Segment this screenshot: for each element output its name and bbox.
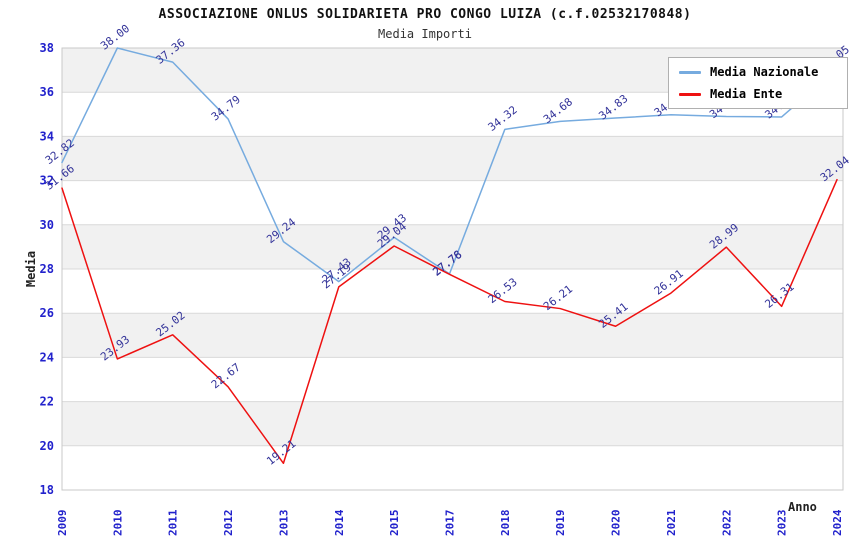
shaded-band (62, 136, 843, 181)
x-tick-label: 2019 (554, 510, 567, 537)
y-tick-label: 24 (40, 350, 54, 364)
y-tick-label: 36 (40, 85, 54, 99)
y-tick-label: 22 (40, 395, 54, 409)
data-label: 26.31 (762, 280, 796, 311)
media-nazionale-line-swatch (679, 70, 701, 74)
x-axis-title: Anno (788, 500, 817, 514)
y-tick-label: 20 (40, 439, 54, 453)
chart-title: ASSOCIAZIONE ONLUS SOLIDARIETA PRO CONGO… (158, 7, 692, 22)
x-tick-label: 2015 (388, 510, 401, 537)
data-label: 34.32 (486, 103, 520, 134)
x-tick-label: 2011 (167, 509, 180, 536)
data-label: 26.53 (486, 275, 520, 306)
series-line-media-ente (61, 178, 838, 465)
x-tick-label: 2012 (222, 510, 235, 537)
y-tick-label: 30 (40, 218, 54, 232)
legend: Media Nazionale Media Ente (668, 57, 848, 109)
chart-subtitle: Media Importi (378, 27, 472, 41)
y-tick-label: 38 (40, 41, 54, 55)
media-ente-line-swatch (679, 92, 701, 96)
y-tick-label: 28 (40, 262, 54, 276)
x-tick-label: 2013 (277, 510, 290, 537)
shaded-band (62, 401, 843, 446)
plot-border (61, 47, 844, 491)
y-tick-label: 26 (40, 306, 54, 320)
shaded-band (62, 313, 843, 358)
shaded-band (62, 224, 843, 269)
data-label: 34.79 (209, 93, 243, 124)
data-label: 26.91 (652, 267, 686, 298)
x-tick-label: 2023 (776, 510, 789, 537)
x-tick-label: 2021 (665, 509, 678, 536)
x-tick-label: 2020 (610, 510, 623, 537)
legend-item-media-ente: Media Ente (679, 87, 839, 101)
y-tick-label: 18 (40, 483, 54, 497)
x-tick-label: 2024 (831, 509, 844, 536)
y-axis-title: Media (24, 250, 38, 288)
x-tick-label: 2014 (333, 509, 346, 536)
x-tick-label: 2018 (499, 509, 512, 536)
legend-item-media-nazionale: Media Nazionale (679, 65, 839, 79)
y-tick-label: 32 (40, 174, 54, 188)
data-label: 22.67 (209, 361, 243, 392)
x-tick-label: 2010 (111, 510, 124, 537)
y-tick-label: 34 (40, 129, 54, 143)
x-tick-label: 2009 (56, 510, 69, 537)
legend-label-media-ente: Media Ente (710, 87, 783, 101)
x-tick-label: 2017 (444, 510, 457, 537)
legend-label-media-nazionale: Media Nazionale (710, 65, 819, 79)
x-tick-label: 2022 (720, 510, 733, 537)
